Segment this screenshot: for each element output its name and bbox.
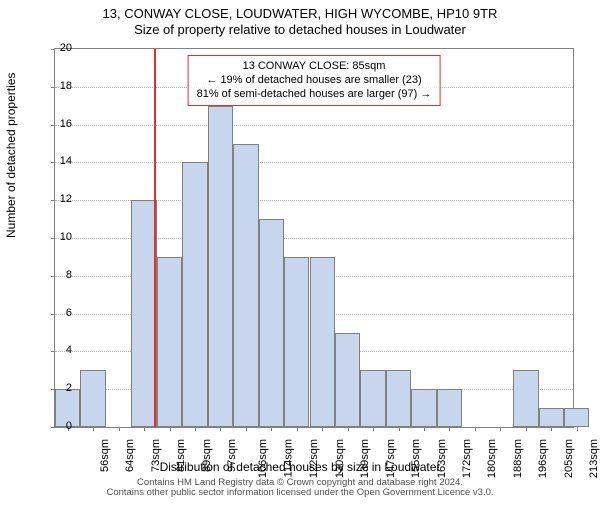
ytick-label: 6 — [48, 307, 72, 319]
histogram-bar — [80, 370, 105, 427]
ytick-label: 4 — [48, 344, 72, 356]
ytick-label: 8 — [48, 269, 72, 281]
histogram-bar — [335, 333, 360, 428]
xtick-mark — [424, 427, 425, 431]
histogram-bar — [437, 389, 462, 427]
histogram-bar — [564, 408, 589, 427]
xtick-mark — [297, 427, 298, 431]
info-box-line: 13 CONWAY CLOSE: 85sqm — [197, 60, 432, 74]
xtick-mark — [144, 427, 145, 431]
histogram-bar — [208, 106, 233, 427]
y-axis-label: Number of detached properties — [4, 73, 18, 238]
ytick-label: 14 — [48, 155, 72, 167]
marker-line — [154, 49, 156, 427]
xtick-mark — [475, 427, 476, 431]
histogram-bar — [539, 408, 564, 427]
ytick-label: 18 — [48, 80, 72, 92]
histogram-plot: 56sqm64sqm73sqm81sqm89sqm97sqm106sqm114s… — [54, 48, 574, 428]
x-axis-label: Distribution of detached houses by size … — [0, 460, 600, 474]
histogram-bar — [513, 370, 538, 427]
grid-line — [55, 125, 573, 126]
xtick-mark — [322, 427, 323, 431]
title-address: 13, CONWAY CLOSE, LOUDWATER, HIGH WYCOMB… — [0, 6, 600, 22]
xtick-mark — [526, 427, 527, 431]
xtick-mark — [399, 427, 400, 431]
xtick-mark — [551, 427, 552, 431]
histogram-bar — [233, 144, 258, 428]
ytick-label: 16 — [48, 118, 72, 130]
ytick-label: 10 — [48, 231, 72, 243]
xtick-mark — [195, 427, 196, 431]
histogram-bar — [310, 257, 335, 427]
ytick-label: 2 — [48, 382, 72, 394]
xtick-mark — [577, 427, 578, 431]
xtick-mark — [449, 427, 450, 431]
histogram-bar — [182, 162, 207, 427]
histogram-bar — [386, 370, 411, 427]
xtick-mark — [373, 427, 374, 431]
xtick-mark — [348, 427, 349, 431]
histogram-bar — [284, 257, 309, 427]
title-sub: Size of property relative to detached ho… — [0, 22, 600, 38]
xtick-mark — [220, 427, 221, 431]
xtick-mark — [119, 427, 120, 431]
grid-line — [55, 162, 573, 163]
histogram-bar — [411, 389, 436, 427]
ytick-label: 12 — [48, 193, 72, 205]
histogram-bar — [259, 219, 284, 427]
info-box: 13 CONWAY CLOSE: 85sqm← 19% of detached … — [188, 55, 441, 106]
xtick-mark — [271, 427, 272, 431]
credit-line-2: Contains other public sector information… — [0, 488, 600, 498]
histogram-bar — [157, 257, 182, 427]
histogram-bar — [360, 370, 385, 427]
credit-text: Contains HM Land Registry data © Crown c… — [0, 478, 600, 499]
xtick-mark — [170, 427, 171, 431]
ytick-label: 0 — [48, 420, 72, 432]
ytick-label: 20 — [48, 42, 72, 54]
xtick-mark — [500, 427, 501, 431]
xtick-mark — [246, 427, 247, 431]
info-box-line: 81% of semi-detached houses are larger (… — [197, 88, 432, 102]
info-box-line: ← 19% of detached houses are smaller (23… — [197, 74, 432, 88]
xtick-mark — [93, 427, 94, 431]
